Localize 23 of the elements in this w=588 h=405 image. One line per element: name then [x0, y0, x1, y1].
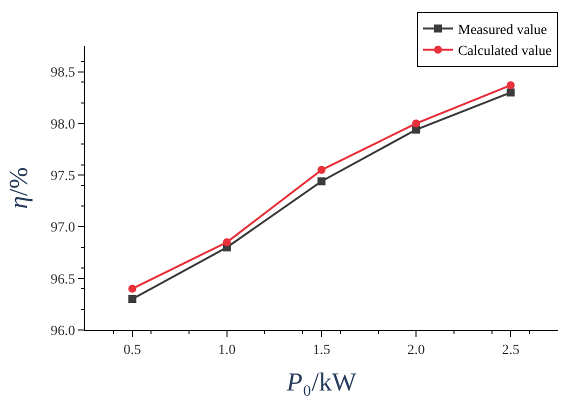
x-tick-label: 1.0: [218, 342, 236, 358]
legend-label: Measured value: [458, 22, 548, 38]
point: [128, 284, 136, 293]
point: [506, 88, 515, 96]
point: [318, 177, 326, 186]
legend-label: Calculated value: [458, 44, 552, 60]
y-tick-label: 98.0: [50, 117, 76, 132]
point: [222, 238, 231, 246]
x-tick-label: 2.0: [407, 342, 425, 358]
y-tick-label: 97.5: [50, 168, 76, 184]
y-tick-label: 96.5: [50, 272, 76, 288]
y-tick-label: 97.0: [50, 220, 76, 236]
y-tick-label: 96.0: [50, 324, 76, 339]
x-tick-label: 0.5: [124, 342, 142, 358]
point: [412, 119, 420, 128]
y-tick-label: 98.5: [50, 66, 76, 81]
x-axis-title: P₀/kW: [286, 368, 357, 397]
y-axis-title: η/%: [4, 167, 33, 209]
point: [128, 295, 136, 304]
point: [506, 81, 515, 90]
point: [318, 166, 326, 174]
x-tick-label: 1.5: [312, 342, 330, 358]
x-tick-label: 2.5: [502, 342, 520, 358]
